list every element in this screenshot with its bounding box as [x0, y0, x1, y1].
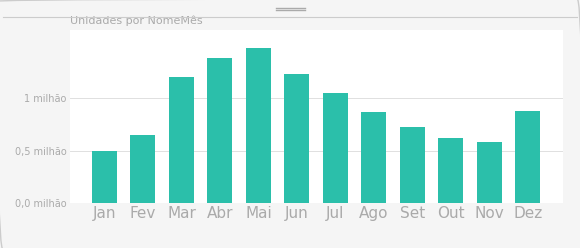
Bar	[284, 74, 309, 203]
Bar	[169, 77, 194, 203]
Bar	[361, 112, 386, 203]
Bar	[208, 58, 233, 203]
Bar	[323, 93, 348, 203]
Text: Unidades por NomeMês: Unidades por NomeMês	[70, 16, 202, 26]
Bar	[477, 142, 502, 203]
Bar	[246, 48, 271, 203]
Bar	[130, 135, 155, 203]
Bar	[400, 126, 425, 203]
Bar	[438, 138, 463, 203]
Bar	[92, 151, 117, 203]
Bar	[515, 111, 540, 203]
